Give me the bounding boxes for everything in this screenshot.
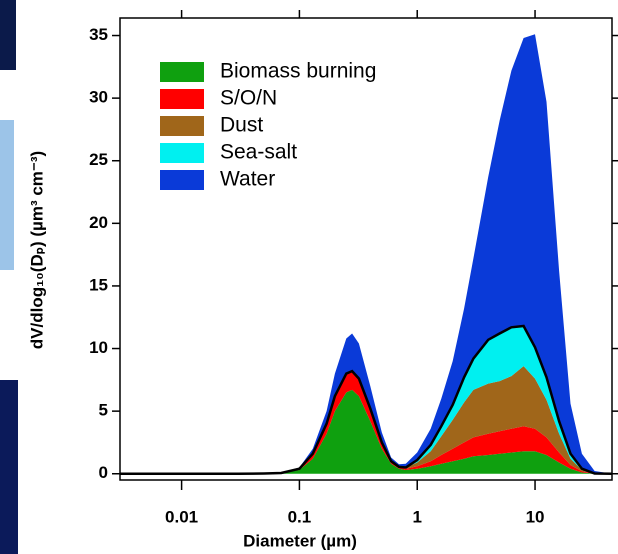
background-photo: [0, 0, 16, 70]
y-tick-label: 15: [89, 275, 108, 294]
area: [120, 371, 612, 474]
background-photo: [0, 380, 18, 554]
y-tick-label: 0: [99, 463, 108, 482]
background-photo: [0, 120, 14, 270]
y-tick-label: 10: [89, 338, 108, 357]
y-tick-label: 35: [89, 25, 108, 44]
area: [120, 366, 612, 474]
x-axis-label: Diameter (µm): [243, 531, 357, 550]
legend-label: Sea-salt: [220, 141, 297, 164]
x-tick-label: 1: [412, 507, 421, 526]
y-tick-label: 25: [89, 150, 108, 169]
legend-label: S/O/N: [220, 87, 277, 110]
x-tick-label: 10: [526, 507, 545, 526]
legend-swatch: [160, 143, 204, 163]
legend-swatch: [160, 62, 204, 82]
legend-label: Water: [220, 168, 275, 191]
legend-swatch: [160, 89, 204, 109]
legend-swatch: [160, 170, 204, 190]
y-axis-label: dV/dlog₁₀(Dₚ) (µm³ cm⁻³): [27, 151, 46, 349]
y-tick-label: 5: [99, 401, 108, 420]
plot-frame: [119, 17, 613, 481]
area: [120, 326, 612, 474]
x-tick-label: 0.01: [165, 507, 198, 526]
area: [120, 389, 612, 474]
legend-label: Dust: [220, 114, 263, 137]
dry-outline: [120, 324, 613, 475]
legend-swatch: [160, 116, 204, 136]
x-tick-label: 0.1: [288, 507, 312, 526]
y-tick-label: 20: [89, 213, 108, 232]
legend-label: Biomass burning: [220, 60, 376, 83]
y-tick-label: 30: [89, 88, 108, 107]
